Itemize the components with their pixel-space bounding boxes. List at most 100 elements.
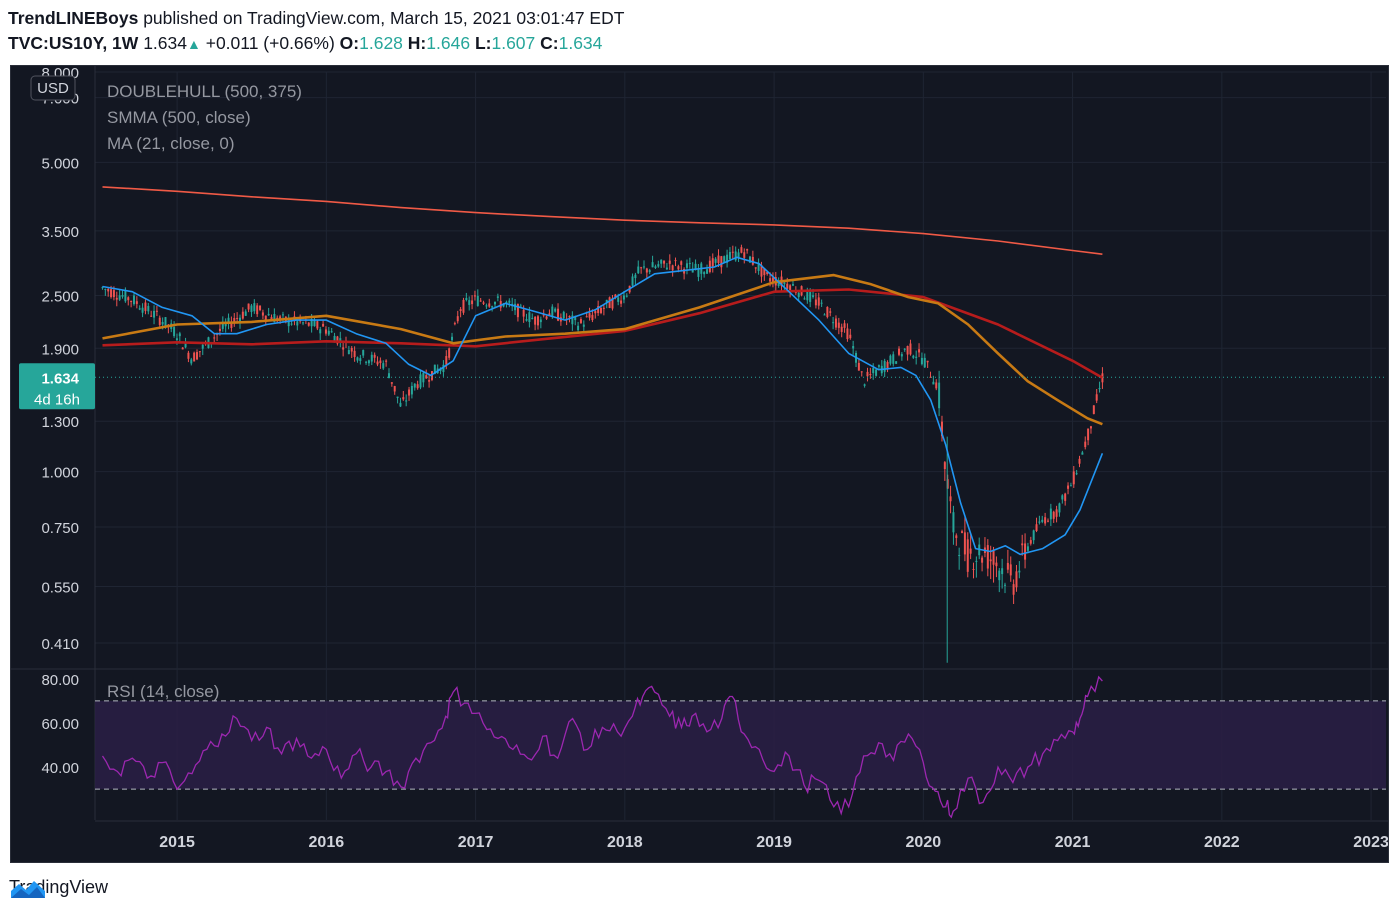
candle-body (574, 316, 577, 321)
candle-body (161, 321, 164, 325)
indicator-legend: SMMA (500, close) (107, 108, 251, 127)
candle-body (668, 260, 671, 264)
candle-body (969, 548, 972, 554)
candle-body (367, 360, 370, 364)
candle-body (471, 300, 474, 305)
candle-body (823, 314, 826, 316)
candle-body (287, 318, 290, 327)
candle-body (829, 311, 832, 313)
candle-body (1064, 493, 1067, 501)
candle-body (1075, 473, 1078, 475)
candle-body (456, 316, 459, 322)
candle-body (433, 364, 436, 375)
candle-body (247, 303, 250, 310)
candle-body (536, 316, 539, 326)
candle-body (327, 330, 330, 335)
candle-body (1015, 571, 1018, 588)
candle-body (402, 397, 405, 400)
candle-body (720, 256, 723, 268)
candle-body (250, 305, 253, 312)
candle-body (310, 318, 313, 327)
candle-body (296, 321, 299, 326)
candle-body (158, 317, 161, 325)
candle-body (1041, 519, 1044, 522)
candle-body (485, 305, 488, 307)
candle-body (918, 349, 921, 353)
candle-body (872, 368, 875, 374)
candle-body (110, 289, 113, 298)
rsi-band (95, 700, 1386, 790)
time-axis-tick: 2020 (906, 834, 942, 851)
chart-canvas[interactable]: 8.0007.0005.0003.5002.5001.9001.3001.000… (11, 66, 1388, 862)
candle-body (342, 347, 345, 350)
candle-body (731, 251, 734, 253)
candle-body (651, 262, 654, 268)
candle-body (803, 298, 806, 300)
candle-body (657, 264, 660, 267)
candle-body (525, 319, 528, 321)
candle-body (1061, 495, 1064, 500)
candle-body (1055, 509, 1058, 517)
candle-body (791, 284, 794, 286)
candle-body (339, 338, 342, 342)
price-axis-tick: 0.750 (41, 520, 79, 537)
candle-body (164, 317, 167, 327)
candle-body (766, 271, 769, 275)
candle-body (640, 267, 643, 269)
candle-body (637, 266, 640, 274)
author-name[interactable]: TrendLINEBoys (8, 8, 139, 28)
candle-body (737, 252, 740, 259)
candle-body (760, 265, 763, 277)
candle-body (155, 310, 158, 312)
candle-body (875, 369, 878, 376)
candle-body (459, 309, 462, 311)
candle-body (814, 299, 817, 306)
candle-body (786, 283, 789, 289)
candle-body (660, 259, 663, 264)
candle-body (1029, 540, 1032, 544)
open-label: O: (339, 33, 360, 53)
up-triangle-icon: ▲ (186, 36, 201, 52)
candle-body (1006, 562, 1009, 570)
candle-body (522, 309, 525, 317)
candle-body (594, 311, 597, 314)
candle-body (548, 313, 551, 316)
candle-body (1038, 521, 1041, 523)
candle-body (482, 302, 485, 304)
candle-body (115, 297, 118, 300)
candle-body (473, 295, 476, 297)
low-label: L: (474, 33, 492, 53)
candle-body (519, 305, 522, 307)
candle-body (385, 360, 388, 362)
candle-body (153, 310, 156, 318)
tradingview-logo-icon[interactable] (9, 877, 47, 899)
candle-body (1001, 568, 1004, 575)
last-price-value: 1.634 (41, 370, 79, 387)
candle-body (319, 329, 322, 334)
candle-body (680, 261, 683, 265)
candle-body (763, 268, 766, 276)
candle-body (577, 325, 580, 331)
candle-body (542, 314, 545, 316)
candle-body (1044, 517, 1047, 524)
candle-body (923, 357, 926, 368)
candle-body (703, 272, 706, 275)
candle-body (1092, 405, 1095, 414)
candle-body (769, 278, 772, 282)
candle-body (359, 358, 362, 361)
chart-container[interactable]: 8.0007.0005.0003.5002.5001.9001.3001.000… (10, 65, 1389, 863)
candle-body (356, 357, 359, 361)
candle-body (410, 385, 413, 395)
candle-body (178, 333, 181, 337)
candle-body (1035, 524, 1038, 532)
candle-body (462, 299, 465, 313)
candle-body (488, 303, 491, 307)
candle-body (333, 335, 336, 343)
candle-body (857, 362, 860, 371)
time-axis-tick: 2023 (1353, 834, 1388, 851)
candle-body (975, 560, 978, 562)
candle-body (926, 360, 929, 363)
candle-body (224, 323, 227, 327)
high-value: 1.646 (426, 33, 471, 53)
candle-body (571, 315, 574, 325)
